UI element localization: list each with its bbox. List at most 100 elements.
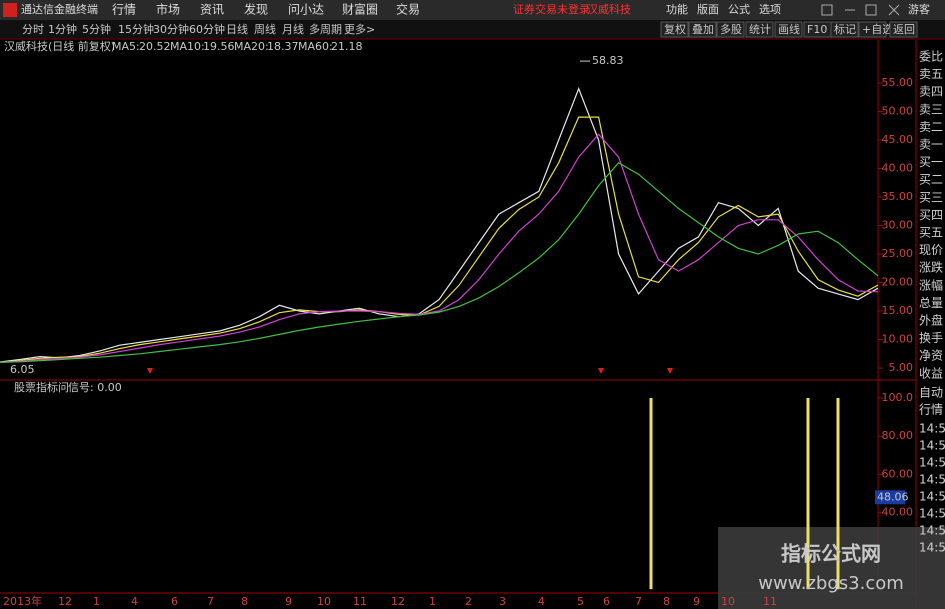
signal-bar — [649, 397, 653, 590]
high-label: 58.83 — [592, 54, 624, 67]
signal-markers — [147, 368, 673, 374]
window-control[interactable] — [821, 4, 833, 16]
action-label[interactable]: 返回 — [893, 23, 915, 36]
tool-item[interactable]: 版面 — [697, 2, 719, 16]
trade-time: 14:56 — [919, 422, 945, 436]
action-label[interactable]: 统计 — [749, 23, 771, 36]
action-label[interactable]: 叠加 — [692, 23, 714, 36]
y-tick-label: 30.00 — [882, 218, 914, 231]
marker — [667, 368, 673, 374]
quote-label: 买四 — [919, 208, 943, 222]
period-tab[interactable]: 多周期 — [309, 22, 342, 36]
login-notice[interactable]: 证券交易未登录 — [513, 2, 590, 16]
watermark-name: 指标公式网 — [781, 542, 881, 566]
action-label[interactable]: F10 — [807, 23, 827, 36]
marker — [598, 368, 604, 374]
side-tab[interactable]: 自动 — [919, 386, 943, 400]
x-tick-label: 7 — [635, 595, 642, 608]
action-button[interactable] — [830, 21, 859, 38]
side-tab[interactable]: 行情 — [919, 403, 943, 417]
x-tick-label: 6 — [171, 595, 178, 608]
signal-bar — [836, 397, 840, 590]
y-tick-label: 50.00 — [882, 104, 914, 117]
period-tab[interactable]: 更多> — [344, 22, 375, 36]
action-label[interactable]: 画线 — [778, 22, 800, 36]
period-tab[interactable]: 分时 — [22, 23, 44, 36]
period-tab[interactable]: 30分钟 — [153, 22, 189, 36]
x-tick-label: 10 — [721, 595, 735, 608]
menu-item[interactable]: 问小达 — [288, 3, 324, 17]
tool-item[interactable]: 选项 — [759, 3, 781, 16]
x-tick-label: 8 — [241, 595, 248, 608]
low-label: 6.05 — [10, 363, 35, 376]
action-label[interactable]: +自选 — [862, 23, 893, 36]
y-tick-label: 5.00 — [889, 361, 914, 374]
user[interactable]: 游客 — [908, 2, 930, 16]
action-label[interactable]: 多股 — [720, 22, 742, 36]
quote-label: 卖四 — [919, 85, 943, 99]
action-button[interactable] — [889, 21, 918, 38]
x-tick-label: 4 — [131, 595, 138, 608]
menu-item[interactable]: 交易 — [396, 2, 420, 17]
action-button[interactable] — [660, 21, 689, 38]
y-tick-label: 100.0 — [882, 391, 914, 404]
x-tick-label: 12 — [391, 595, 405, 608]
action-button[interactable] — [716, 21, 745, 38]
legend-value: 18.37 — [267, 40, 299, 53]
period-tab[interactable]: 5分钟 — [82, 22, 111, 36]
window-control[interactable] — [865, 4, 877, 16]
period-tab[interactable]: 15分钟 — [118, 22, 154, 36]
quote-label: 买二 — [919, 173, 943, 187]
x-tick-label: 1 — [429, 595, 436, 608]
y-tick-label: 45.00 — [882, 133, 914, 146]
period-tab[interactable]: 60分钟 — [189, 22, 225, 36]
quote-label: 卖五 — [919, 67, 943, 81]
x-tick-label: 12 — [58, 595, 72, 608]
menu-item[interactable]: 资讯 — [200, 3, 224, 17]
menu-item[interactable]: 发现 — [244, 2, 268, 17]
trade-time: 14:56 — [919, 507, 945, 521]
y-tick-label: 20.00 — [882, 275, 914, 288]
tool-item[interactable]: 功能 — [666, 2, 688, 16]
x-tick-label: 9 — [285, 595, 292, 608]
legend-name: MA10: — [170, 40, 205, 53]
period-tab[interactable]: 1分钟 — [48, 22, 77, 36]
tool-item[interactable]: 公式 — [728, 3, 750, 16]
y-tick-label: 35.00 — [882, 190, 914, 203]
stock-name: 汉威科技 — [587, 2, 631, 16]
action-label[interactable]: 标记 — [834, 22, 856, 36]
x-tick-label: 2 — [465, 595, 472, 608]
menu-item[interactable]: 财富圈 — [342, 2, 378, 17]
action-button[interactable] — [745, 21, 774, 38]
x-tick-label: 5 — [577, 595, 584, 608]
period-tab[interactable]: 月线 — [282, 22, 304, 36]
x-tick-label: 7 — [207, 595, 214, 608]
x-tick-label: 6 — [603, 595, 610, 608]
trade-time: 14:56 — [919, 439, 945, 453]
x-tick-label: 4 — [538, 595, 545, 608]
period-tab[interactable]: 日线 — [226, 22, 248, 36]
ma-line — [0, 86, 879, 363]
quote-label: 换手 — [919, 331, 943, 345]
ma-line — [0, 162, 879, 363]
action-button[interactable] — [858, 21, 887, 38]
legend-value: 20.52 — [139, 40, 171, 53]
period-tab[interactable]: 周线 — [254, 22, 276, 36]
legend-value: 21.18 — [331, 40, 363, 53]
action-button[interactable] — [688, 21, 717, 38]
quote-label: 涨幅 — [919, 277, 943, 292]
watermark-url: www.zbgs3.com — [758, 573, 904, 594]
x-tick-label: 11 — [353, 595, 367, 608]
indicator-subtitle: 信号: 0.00 — [68, 381, 122, 394]
legend-name: MA20: — [234, 40, 269, 53]
x-tick-label: 8 — [663, 595, 670, 608]
menu-item[interactable]: 行情 — [112, 3, 136, 17]
menu-item[interactable]: 市场 — [156, 2, 180, 17]
window-control[interactable] — [888, 4, 900, 16]
x-tick-label: 9 — [693, 595, 700, 608]
action-label[interactable]: 复权 — [664, 22, 686, 36]
action-button[interactable] — [774, 21, 803, 38]
y-tick-label: 40.00 — [882, 161, 914, 174]
y-tick-label: 10.00 — [882, 333, 914, 346]
